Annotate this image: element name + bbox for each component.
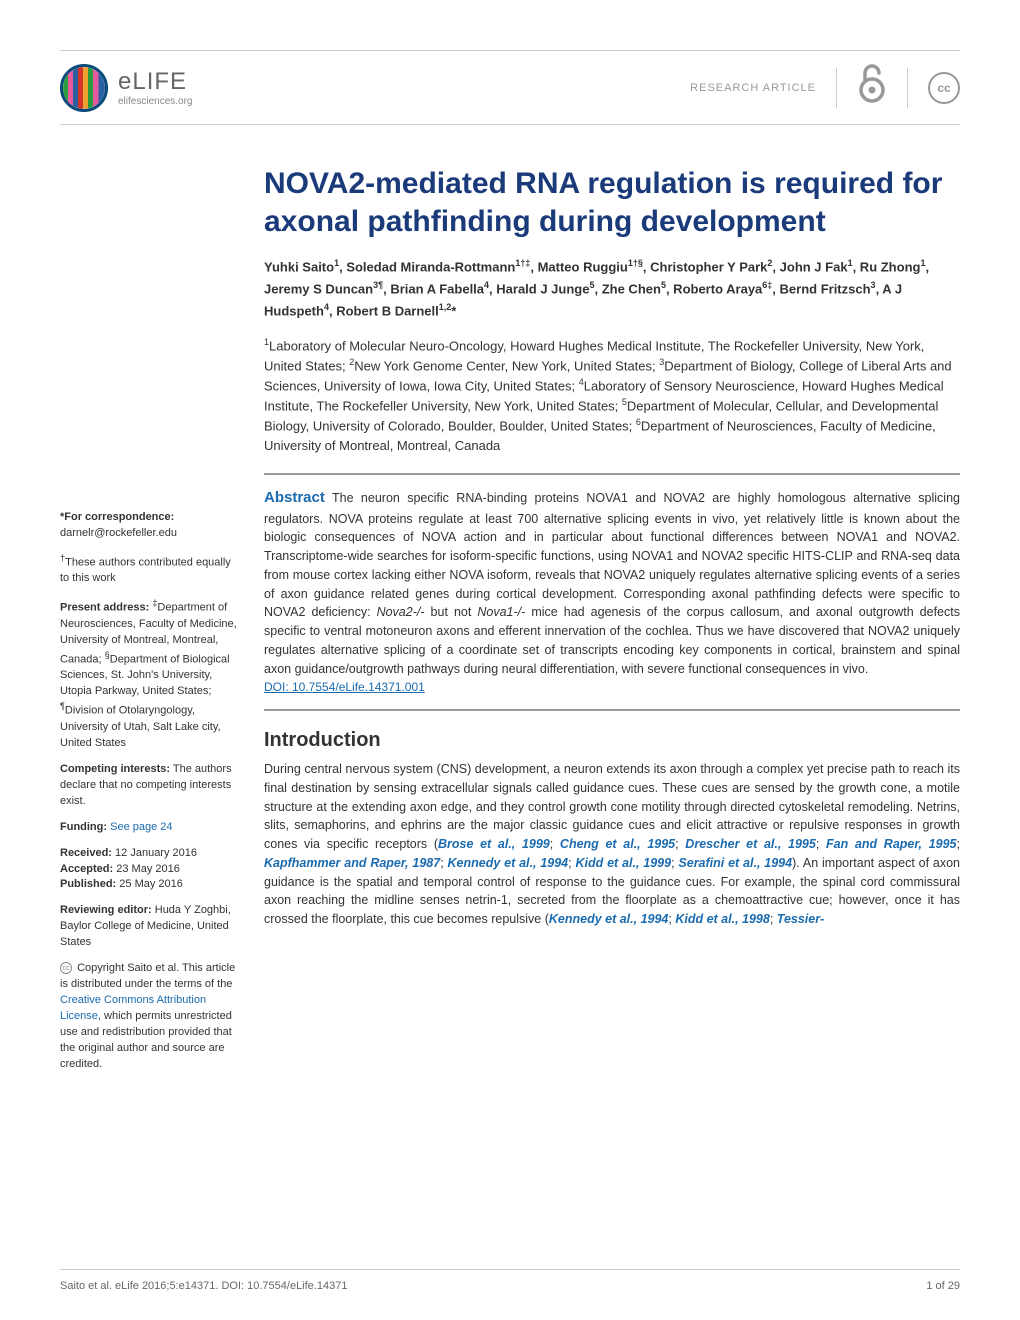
copyright-block: cc Copyright Saito et al. This article i… (60, 961, 240, 1073)
horizontal-rule (264, 473, 960, 475)
reviewing-editor-label: Reviewing editor: (60, 904, 152, 916)
divider (907, 68, 908, 108)
abstract-doi-link[interactable]: DOI: 10.7554/eLife.14371.001 (264, 680, 425, 694)
introduction-heading: Introduction (264, 729, 960, 752)
article-content: NOVA2-mediated RNA regulation is require… (264, 165, 960, 1083)
article-title: NOVA2-mediated RNA regulation is require… (264, 165, 960, 240)
horizontal-rule (264, 709, 960, 711)
author-list: Yuhki Saito1, Soledad Miranda-Rottmann1†… (264, 256, 960, 322)
journal-brand-name: eLIFE (118, 68, 192, 96)
funding-link[interactable]: See page 24 (110, 821, 172, 833)
cc-license-icon: cc (928, 72, 960, 104)
header-right: RESEARCH ARTICLE cc (690, 63, 960, 112)
correspondence-email: darnelr@rockefeller.edu (60, 527, 177, 539)
correspondence-label: *For correspondence: (60, 511, 174, 523)
abstract-text: The neuron specific RNA-binding proteins… (264, 491, 960, 676)
page-header: eLIFE elifesciences.org RESEARCH ARTICLE… (60, 50, 960, 125)
affiliations-list: 1Laboratory of Molecular Neuro-Oncology,… (264, 336, 960, 455)
introduction-text: During central nervous system (CNS) deve… (264, 760, 960, 929)
article-metadata-sidebar: *For correspondence: darnelr@rockefeller… (60, 165, 240, 1083)
abstract-block: Abstract The neuron specific RNA-binding… (264, 487, 960, 697)
journal-logo-block: eLIFE elifesciences.org (60, 64, 192, 112)
dates-block: Received: 12 January 2016 Accepted: 23 M… (60, 846, 240, 894)
equal-contribution-note: †These authors contributed equally to th… (60, 552, 240, 588)
journal-url: elifesciences.org (118, 96, 192, 107)
page-footer: Saito et al. eLife 2016;5:e14371. DOI: 1… (60, 1269, 960, 1292)
article-type-label: RESEARCH ARTICLE (690, 82, 816, 94)
footer-citation: Saito et al. eLife 2016;5:e14371. DOI: 1… (60, 1280, 347, 1292)
present-address-note: Present address: ‡Department of Neurosci… (60, 597, 240, 751)
open-access-icon (857, 63, 887, 112)
divider (836, 68, 837, 108)
footer-page-number: 1 of 29 (926, 1280, 960, 1292)
elife-logo-icon (60, 64, 108, 112)
abstract-label: Abstract (264, 489, 325, 506)
funding-label: Funding: (60, 821, 107, 833)
competing-interests-label: Competing interests: (60, 763, 170, 775)
